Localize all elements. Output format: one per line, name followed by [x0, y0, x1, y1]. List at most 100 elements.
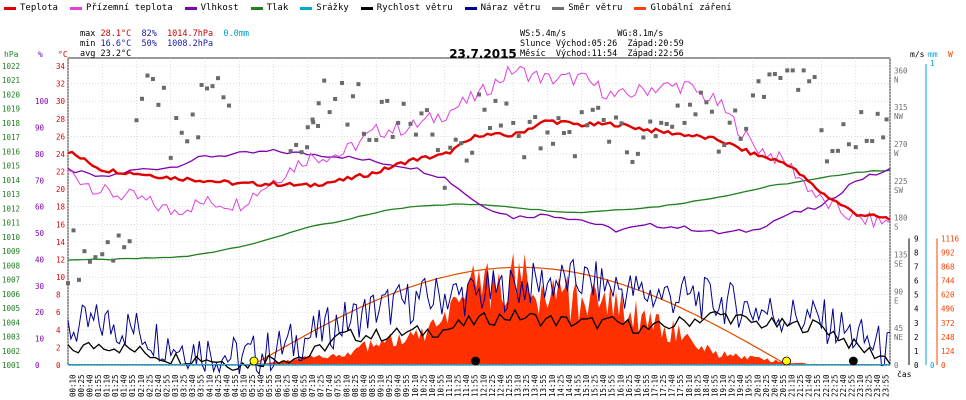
- x-tick-label: 08:25: [351, 374, 360, 397]
- hpa-tick: 1011: [2, 219, 20, 228]
- wind-direction-point: [87, 259, 92, 264]
- hpa-tick: 1019: [2, 105, 20, 114]
- x-tick-label: 11:40: [462, 374, 471, 397]
- stat-ws: WS:5.4m/s: [520, 29, 567, 39]
- wind-direction-point: [150, 77, 155, 82]
- x-tick-label: 13:10: [514, 374, 523, 397]
- stat-avg-label: avg: [80, 49, 96, 59]
- legend-label: Teplota: [20, 3, 58, 13]
- stat-wg: WG:8.1m/s: [617, 29, 664, 39]
- wind-direction-point: [648, 119, 653, 124]
- wind-direction-point: [738, 136, 743, 141]
- x-tick-label: 15:40: [599, 374, 608, 397]
- wind-direction-point: [550, 141, 555, 146]
- x-tick-label: 12:40: [496, 374, 505, 397]
- x-tick-label: 15:25: [591, 374, 600, 397]
- x-tick-label: 20:10: [753, 374, 762, 397]
- wind-direction-point: [221, 95, 226, 100]
- dir-tick: 180: [894, 214, 908, 223]
- dir-tick: 0: [894, 361, 899, 370]
- wind-direction-point: [127, 239, 132, 244]
- x-tick-label: 01:10: [103, 374, 112, 397]
- legend-label: Tlak: [266, 3, 289, 13]
- hpa-tick: 1012: [2, 204, 20, 213]
- wind-direction-point: [122, 245, 127, 250]
- wind-direction-point: [453, 137, 458, 142]
- wind-direction-point: [374, 137, 379, 142]
- x-tick-label: 10:55: [436, 374, 445, 397]
- hpa-tick: 1018: [2, 119, 21, 128]
- x-tick-label: 11:55: [471, 374, 480, 397]
- wind-direction-point: [156, 102, 161, 107]
- wind-direction-point: [624, 150, 629, 155]
- w-tick: 124: [941, 347, 955, 356]
- wind-direction-point: [698, 90, 703, 95]
- series-line-naraz-vetru: [67, 258, 891, 376]
- degc-tick: 22: [56, 168, 65, 177]
- marker-moonrise: [471, 356, 480, 366]
- legend: Teplota Přízemní teplota Vlhkost Tlak Srážky…: [4, 2, 744, 14]
- x-tick-label: 09:55: [402, 374, 411, 397]
- x-tick-label: 02:40: [154, 374, 163, 397]
- legend-item: Srážky: [300, 2, 349, 14]
- x-tick-label: 11:25: [454, 374, 463, 397]
- degc-tick: 0: [56, 361, 61, 370]
- x-tick-label: 09:10: [377, 374, 386, 397]
- wind-direction-point: [722, 143, 727, 148]
- x-tick-label: 07:10: [308, 374, 317, 397]
- wind-direction-point: [71, 228, 76, 233]
- hpa-tick: 1009: [2, 247, 20, 256]
- x-tick-label: 13:40: [531, 374, 540, 397]
- x-tick-label: 07:25: [317, 374, 326, 397]
- legend-label: Vlhkost: [200, 3, 239, 13]
- x-tick-label: 21:40: [805, 374, 814, 397]
- wind-direction-point: [327, 110, 332, 115]
- hpa-tick: 1006: [2, 290, 21, 299]
- stat-min-temp: 16.6°C: [100, 39, 132, 49]
- series-line-rychlost-vetru: [67, 308, 891, 371]
- pct-tick: 80: [35, 150, 45, 159]
- x-tick-label: 06:55: [299, 374, 308, 397]
- w-tick: 992: [941, 248, 955, 257]
- wind-direction-point: [311, 120, 316, 125]
- wind-direction-point: [482, 107, 487, 112]
- wind-direction-point: [288, 149, 293, 154]
- x-tick-label: 09:40: [394, 374, 403, 397]
- dir-tick-label: SW: [894, 186, 904, 195]
- wind-direction-point: [561, 131, 566, 136]
- legend-swatch: [552, 6, 565, 10]
- x-tick-label: 21:55: [813, 374, 822, 397]
- x-tick-label: 12:25: [488, 374, 497, 397]
- wind-direction-point: [379, 99, 384, 104]
- wind-direction-point: [778, 75, 783, 80]
- x-tick-label: 15:55: [608, 374, 617, 397]
- x-tick-label: 16:40: [633, 374, 642, 397]
- wind-direction-point: [226, 103, 231, 108]
- w-tick: 744: [941, 277, 955, 286]
- degc-tick: 26: [56, 132, 66, 141]
- x-tick-label: 08:40: [359, 374, 368, 397]
- wind-direction-point: [596, 105, 601, 110]
- wind-direction-point: [772, 72, 777, 77]
- pct-tick: 50: [35, 229, 45, 238]
- wind-direction-point: [390, 134, 395, 139]
- legend-item: Rychlost větru: [360, 2, 453, 14]
- wind-direction-point: [196, 135, 201, 140]
- x-tick-label: 14:25: [556, 374, 565, 397]
- x-tick-label: 06:25: [282, 374, 291, 397]
- x-tick-label: 14:40: [565, 374, 574, 397]
- series-line-prizemni-teplota: [67, 65, 891, 229]
- x-tick-label: 04:55: [231, 374, 240, 397]
- wind-direction-point: [567, 129, 572, 134]
- x-tick-label: 20:40: [770, 374, 779, 397]
- stat-moon: Měsíc Východ:11:54 Západ:22:56: [520, 49, 684, 59]
- wind-direction-point: [174, 115, 179, 120]
- hpa-tick: 1005: [2, 304, 20, 313]
- x-tick-label: 17:10: [651, 374, 660, 397]
- dir-tick-label: N: [894, 75, 899, 84]
- pct-tick: 30: [35, 282, 45, 291]
- x-tick-label: 00:40: [85, 374, 94, 397]
- x-tick-label: 19:10: [719, 374, 728, 397]
- wind-direction-point: [396, 120, 401, 125]
- legend-swatch: [4, 6, 16, 10]
